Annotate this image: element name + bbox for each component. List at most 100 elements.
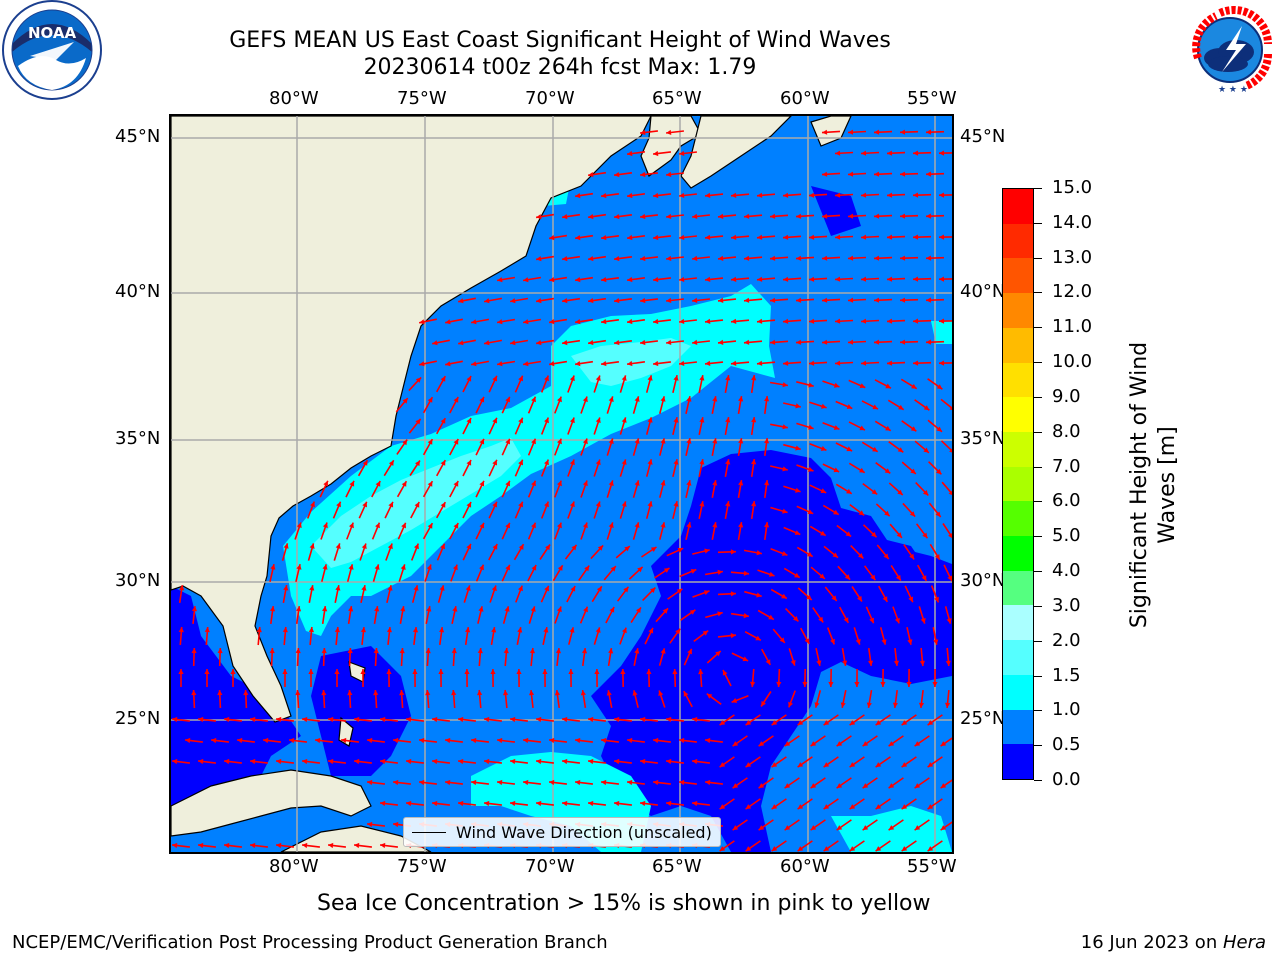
- wave-direction-arrowhead: [859, 425, 865, 431]
- wave-direction-arrowhead: [731, 234, 737, 240]
- colorbar-tick-label: 12.0: [1052, 281, 1093, 303]
- wave-direction-arrowhead: [835, 276, 841, 282]
- wave-direction-arrowhead: [939, 234, 945, 240]
- lat-tick-right-30n: 30°N: [960, 570, 1006, 591]
- wave-direction-arrowhead: [833, 382, 840, 388]
- wave-direction-arrowhead: [875, 720, 882, 726]
- wave-direction-arrowhead: [556, 606, 562, 613]
- wave-direction-arrowhead: [757, 276, 763, 282]
- wave-direction-arrowhead: [909, 553, 915, 560]
- wave-direction-arrowhead: [796, 297, 802, 303]
- wave-direction-arrowhead: [595, 501, 601, 507]
- wave-direction-arrowhead: [833, 467, 840, 473]
- wave-direction-arrowhead: [666, 255, 672, 261]
- wave-direction-arrowhead: [650, 547, 657, 552]
- wave-direction-arrowhead: [927, 720, 934, 726]
- wave-direction-arrowhead: [544, 501, 549, 508]
- wave-direction-arrowhead: [874, 171, 880, 177]
- wave-direction-arrowhead: [310, 501, 315, 508]
- wave-direction-arrowhead: [820, 488, 827, 493]
- wave-direction-arrowhead: [608, 396, 614, 402]
- wave-direction-arrowhead: [948, 490, 952, 496]
- wave-direction-arrowhead: [492, 501, 497, 508]
- wave-direction-arrowhead: [445, 737, 451, 744]
- wave-direction-arrowhead: [562, 340, 568, 346]
- colorbar-tick-mark: [1034, 536, 1042, 538]
- colorbar-tick-label: 9.0: [1052, 385, 1081, 407]
- wave-direction-arrowhead: [705, 360, 711, 366]
- wave-direction-arrowhead: [764, 396, 770, 402]
- wave-direction-arrowhead: [653, 192, 659, 199]
- wave-direction-arrowhead: [939, 276, 945, 282]
- wave-direction-arrowhead: [909, 511, 916, 517]
- wave-direction-arrowhead: [375, 481, 381, 487]
- wave-direction-arrowhead: [706, 693, 713, 699]
- wave-direction-arrowhead: [361, 543, 367, 549]
- wave-direction-arrowhead: [518, 501, 523, 508]
- wave-direction-arrowhead: [309, 585, 315, 591]
- wave-direction-arrowhead: [784, 783, 791, 789]
- colorbar-segment: [1003, 640, 1033, 675]
- wave-direction-arrowhead: [191, 648, 197, 654]
- footer-date-text: 16 Jun 2023 on: [1080, 932, 1223, 953]
- wave-direction-arrowhead: [557, 480, 562, 487]
- wave-direction-arrowhead: [380, 758, 386, 765]
- wave-direction-arrowhead: [283, 585, 289, 591]
- wave-direction-arrowhead: [653, 318, 659, 325]
- lat-tick-left-40n: 40°N: [115, 281, 161, 302]
- colorbar-tick-mark: [1034, 431, 1042, 433]
- wave-direction-arrowhead: [484, 800, 490, 807]
- wave-direction-arrowhead: [901, 846, 908, 852]
- lon-tick-bottom-75w: 75°W: [397, 856, 447, 877]
- wave-direction-arrowhead: [393, 737, 399, 744]
- wave-direction-arrowhead: [849, 762, 856, 768]
- wave-direction-arrowhead: [523, 779, 529, 786]
- wave-direction-arrowhead: [250, 758, 256, 765]
- wave-direction-arrowhead: [544, 417, 549, 424]
- wave-direction-arrowhead: [549, 737, 555, 744]
- wave-direction-arrowhead: [518, 459, 523, 466]
- wave-direction-arrowhead: [624, 546, 630, 552]
- wave-direction-arrowhead: [269, 606, 276, 612]
- wave-direction-arrowhead: [731, 276, 737, 282]
- wave-direction-arrowhead: [531, 522, 536, 529]
- wave-direction-arrowhead: [934, 596, 939, 603]
- colorbar-segment: [1003, 189, 1033, 224]
- colorbar-tick-label: 1.0: [1052, 699, 1081, 721]
- wave-direction-arrowhead: [198, 842, 204, 849]
- wave-direction-arrowhead: [704, 548, 710, 554]
- wave-direction-arrowhead: [725, 417, 731, 423]
- wave-direction-arrowhead: [783, 276, 789, 282]
- wave-direction-arrowhead: [835, 234, 841, 240]
- wave-direction-arrowhead: [844, 574, 851, 580]
- wave-direction-arrowhead: [562, 256, 568, 262]
- wave-direction-arrowhead: [796, 339, 802, 345]
- wave-direction-arrowhead: [471, 319, 477, 325]
- wave-direction-arrowhead: [821, 403, 827, 409]
- wave-direction-arrowhead: [622, 627, 627, 634]
- wave-direction-arrowhead: [289, 737, 295, 744]
- wave-direction-arrowhead: [555, 648, 561, 654]
- wave-direction-arrowhead: [634, 438, 640, 444]
- wave-direction-arrowhead: [621, 417, 627, 423]
- wave-direction-arrowhead: [588, 758, 594, 765]
- wave-direction-arrowhead: [919, 660, 925, 666]
- wave-direction-arrowhead: [621, 375, 627, 381]
- wave-direction-arrowhead: [536, 340, 542, 346]
- wave-direction-arrowhead: [705, 318, 711, 324]
- wave-direction-arrowhead: [406, 800, 412, 807]
- wave-direction-arrowhead: [479, 438, 485, 445]
- wave-direction-arrowhead: [562, 214, 568, 220]
- wave-direction-arrowhead: [846, 488, 852, 494]
- wave-direction-arrowhead: [387, 585, 393, 591]
- wave-direction-arrowhead: [676, 588, 683, 594]
- wave-direction-arrowhead: [518, 544, 524, 550]
- wave-direction-arrowhead: [840, 702, 846, 708]
- wave-direction-arrowhead: [458, 758, 464, 765]
- colorbar-tick-mark: [1034, 745, 1042, 747]
- wave-direction-arrowhead: [640, 758, 646, 765]
- wave-direction-arrowhead: [751, 459, 757, 465]
- svg-text:★ ★ ★: ★ ★ ★: [1218, 85, 1248, 95]
- wave-direction-arrowhead: [380, 800, 386, 807]
- wave-direction-arrowhead: [627, 737, 633, 744]
